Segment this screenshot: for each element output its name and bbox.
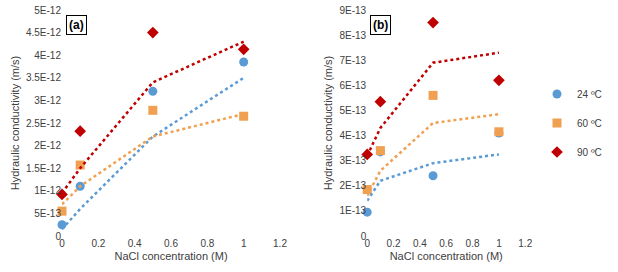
svg-text:1: 1 bbox=[496, 238, 502, 249]
svg-text:4E-12: 4E-12 bbox=[34, 50, 61, 61]
svg-text:2E-13: 2E-13 bbox=[340, 180, 367, 191]
svg-text:5E-13: 5E-13 bbox=[340, 105, 367, 116]
svg-text:7E-13: 7E-13 bbox=[340, 55, 367, 66]
svg-text:0: 0 bbox=[55, 231, 61, 242]
svg-text:0.2: 0.2 bbox=[91, 238, 105, 249]
svg-text:0.6: 0.6 bbox=[164, 238, 178, 249]
svg-text:0.4: 0.4 bbox=[413, 238, 427, 249]
svg-text:0.2: 0.2 bbox=[387, 238, 401, 249]
svg-text:0.8: 0.8 bbox=[466, 238, 480, 249]
svg-text:Hydraulic conductivity (m/s): Hydraulic conductivity (m/s) bbox=[322, 56, 334, 190]
svg-text:2E-12: 2E-12 bbox=[34, 140, 61, 151]
svg-text:24 ºC: 24 ºC bbox=[577, 89, 602, 100]
svg-text:(a): (a) bbox=[69, 18, 84, 32]
svg-text:1.5E-12: 1.5E-12 bbox=[26, 163, 61, 174]
svg-text:0.8: 0.8 bbox=[200, 238, 214, 249]
svg-text:3.5E-12: 3.5E-12 bbox=[26, 72, 61, 83]
svg-text:0: 0 bbox=[59, 238, 65, 249]
svg-text:8E-13: 8E-13 bbox=[340, 30, 367, 41]
svg-text:Hydraulic conductivity (m/s): Hydraulic conductivity (m/s) bbox=[9, 56, 21, 190]
svg-text:0.6: 0.6 bbox=[439, 238, 453, 249]
svg-text:1E-12: 1E-12 bbox=[34, 185, 61, 196]
svg-text:1.2: 1.2 bbox=[273, 238, 287, 249]
svg-text:5E-12: 5E-12 bbox=[34, 5, 61, 16]
svg-text:1: 1 bbox=[241, 238, 247, 249]
svg-text:NaCl concentration (M): NaCl concentration (M) bbox=[390, 250, 503, 262]
svg-text:5E-13: 5E-13 bbox=[34, 208, 61, 219]
svg-text:3E-13: 3E-13 bbox=[340, 155, 367, 166]
svg-text:(b): (b) bbox=[373, 18, 388, 32]
svg-text:60 ºC: 60 ºC bbox=[577, 118, 602, 129]
svg-text:90 ºC: 90 ºC bbox=[577, 147, 602, 158]
svg-text:1E-13: 1E-13 bbox=[340, 205, 367, 216]
svg-text:1.2: 1.2 bbox=[518, 238, 532, 249]
svg-text:0.4: 0.4 bbox=[128, 238, 142, 249]
svg-text:4.5E-12: 4.5E-12 bbox=[26, 27, 61, 38]
svg-text:NaCl concentration (M): NaCl concentration (M) bbox=[114, 250, 227, 262]
svg-text:0: 0 bbox=[361, 231, 367, 242]
svg-text:3E-12: 3E-12 bbox=[34, 95, 61, 106]
svg-text:0: 0 bbox=[364, 238, 370, 249]
svg-text:4E-13: 4E-13 bbox=[340, 130, 367, 141]
svg-text:9E-13: 9E-13 bbox=[340, 5, 367, 16]
svg-text:6E-13: 6E-13 bbox=[340, 80, 367, 91]
svg-text:2.5E-12: 2.5E-12 bbox=[26, 118, 61, 129]
